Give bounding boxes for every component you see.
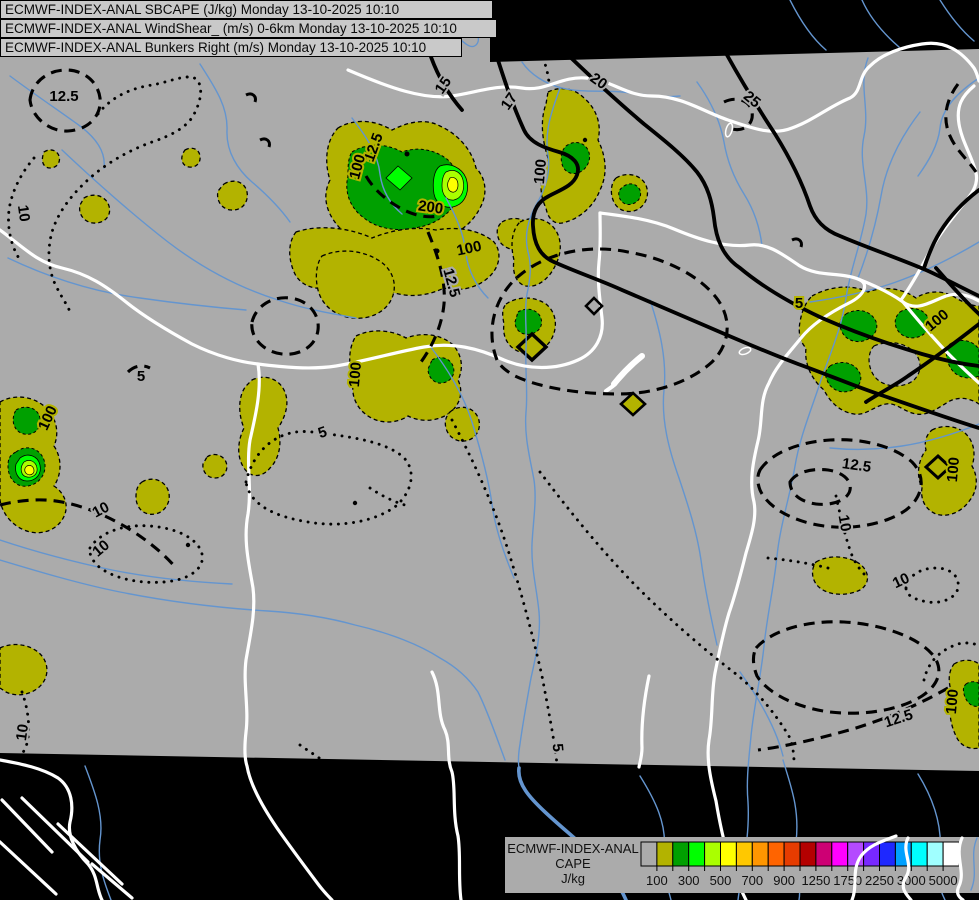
contour-label-5: 5 [137, 368, 145, 385]
legend-title-line: ECMWF-INDEX-ANAL [507, 841, 638, 856]
legend-color-cell [640, 841, 658, 867]
legend-title-line: J/kg [561, 871, 585, 886]
contour-label-10: 10 [14, 204, 33, 223]
solid-contours-layer [429, 53, 979, 430]
legend-tick-label: 5000 [929, 873, 958, 888]
legend-color-cell [926, 841, 944, 867]
legend-tick-label: 1750 [833, 873, 862, 888]
legend-color-cell [688, 841, 706, 867]
title-windshear: ECMWF-INDEX-ANAL WindShear_ (m/s) 0-6km … [0, 19, 497, 38]
legend-color-cell [720, 841, 737, 867]
legend-color-cell [910, 841, 928, 867]
contour-label-5: 5 [549, 743, 567, 753]
legend-color-cell [783, 841, 801, 867]
legend-tick-label: 300 [678, 873, 700, 888]
dashed-contours-layer [0, 68, 978, 752]
legend-title-line: CAPE [555, 856, 591, 871]
legend-color-cell [656, 841, 674, 867]
legend-color-cell [815, 841, 833, 867]
legend-color-cell [879, 841, 896, 867]
lake-balaton [611, 353, 645, 387]
cape-fill-layer [0, 87, 979, 750]
legend-color-cell [704, 841, 721, 867]
legend-color-cell [672, 841, 690, 867]
legend-color-cell [942, 841, 960, 867]
legend-color-cell [831, 841, 849, 867]
title-sbcape: ECMWF-INDEX-ANAL SBCAPE (J/kg) Monday 13… [0, 0, 493, 19]
contour-label-100: 100 [531, 158, 550, 184]
contour-label-100: 100 [346, 361, 365, 387]
contour-label-12.5: 12.5 [49, 88, 78, 105]
legend-tick-label: 700 [741, 873, 763, 888]
contour-label-10: 10 [835, 514, 855, 533]
dotted-contours-layer [7, 56, 979, 766]
contour-label-100: 100 [944, 456, 963, 482]
legend-tick-label: 3000 [897, 873, 926, 888]
legend-color-cell [767, 841, 785, 867]
legend-tick-label: 1250 [801, 873, 830, 888]
contour-label-100: 100 [943, 688, 962, 714]
contour-label-200: 200 [417, 197, 444, 217]
title-bunkers-right: ECMWF-INDEX-ANAL Bunkers Right (m/s) Mon… [0, 38, 462, 57]
legend-tick-label: 900 [773, 873, 795, 888]
legend-tick-label: 2250 [865, 873, 894, 888]
contour-label-10: 10 [13, 723, 32, 742]
legend-tick-label: 100 [646, 873, 668, 888]
legend-color-cell [799, 841, 817, 867]
legend-color-cell [735, 841, 753, 867]
legend-overlay-borders [850, 834, 978, 900]
contour-label-5: 5 [795, 295, 803, 312]
legend-color-cell [751, 841, 769, 867]
legend-tick-label: 500 [710, 873, 732, 888]
contour-label-12.5: 12.5 [439, 267, 463, 300]
country-borders-layer [0, 41, 979, 900]
